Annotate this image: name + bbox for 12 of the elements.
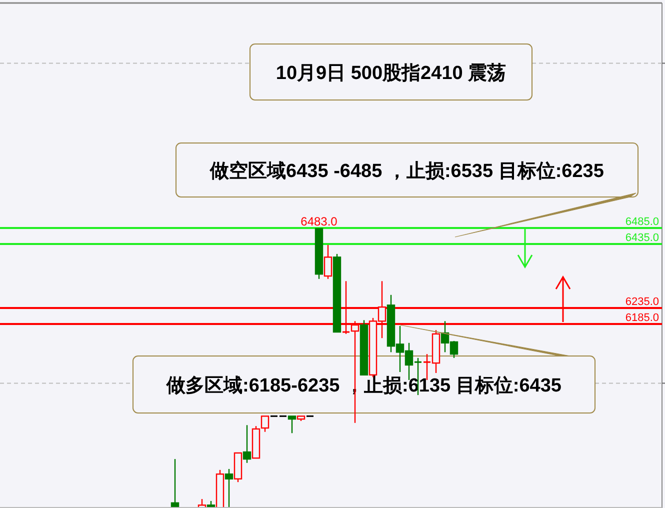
annotation: 6483.0 bbox=[300, 214, 338, 229]
annotation: 做空区域6435 -6485 ，止损:6535 目标位:6235 bbox=[209, 160, 604, 182]
candlestick bbox=[242, 424, 252, 464]
candlestick bbox=[288, 416, 296, 434]
candlestick bbox=[260, 416, 270, 432]
ref-line-label: 6485.0 bbox=[625, 216, 659, 228]
text: 10月9日 500股指2410 震荡 bbox=[276, 62, 506, 84]
ref-line-label: 6435.0 bbox=[625, 232, 659, 244]
candlestick bbox=[324, 244, 332, 280]
ref-line-label: 6185.0 bbox=[625, 312, 659, 324]
ref-line-label: 6235.0 bbox=[625, 296, 659, 308]
candlestick bbox=[224, 468, 234, 508]
